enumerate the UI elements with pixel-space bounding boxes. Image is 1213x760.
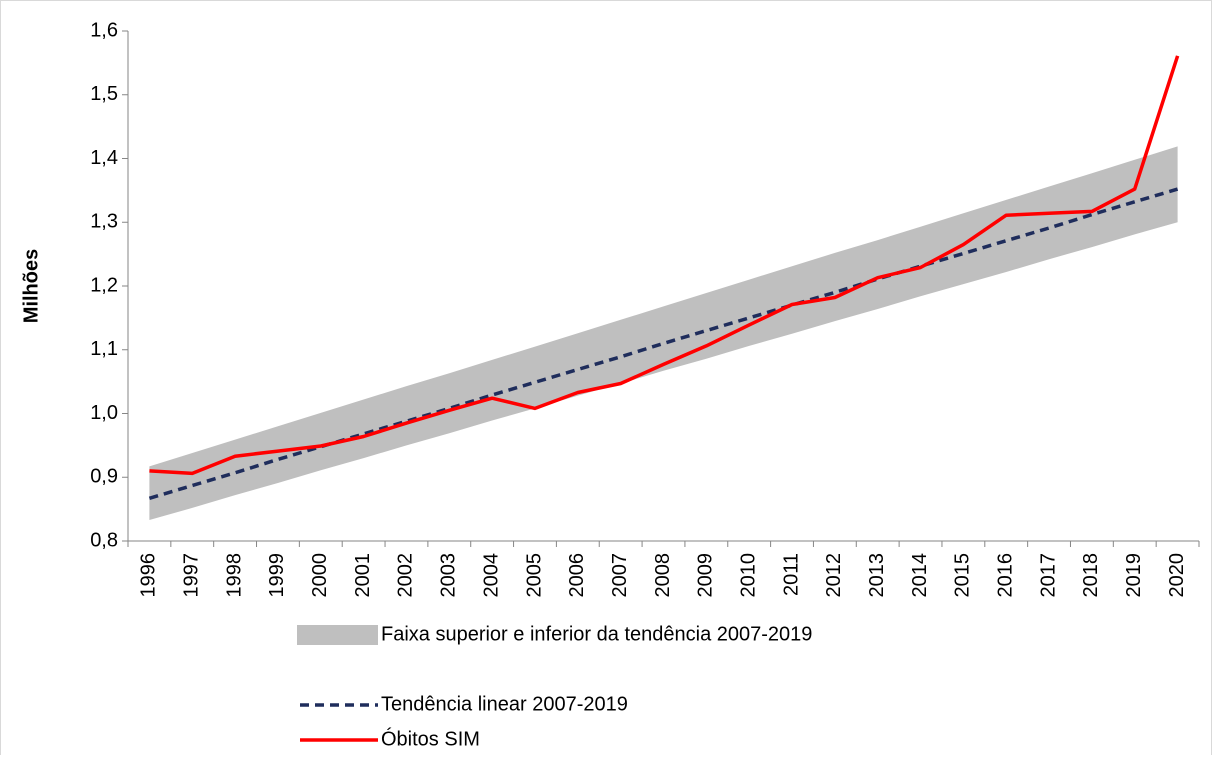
x-tick-label: 2019 [1123,553,1145,598]
y-tick-label: 1,0 [90,402,118,424]
x-tick-label: 2000 [309,553,331,598]
x-tick-label: 2009 [695,553,717,598]
legend-label: Óbitos SIM [381,727,480,750]
x-tick-label: 2016 [995,553,1017,598]
y-tick-label: 0,9 [90,466,118,488]
y-tick-label: 1,1 [90,338,118,360]
x-tick-label: 2006 [566,553,588,598]
x-tick-label: 2012 [823,553,845,598]
x-tick-label: 2014 [909,553,931,598]
x-tick-label: 1997 [181,553,203,598]
x-tick-label: 2017 [1037,553,1059,598]
y-tick-label: 1,5 [90,83,118,105]
data-line [149,55,1180,476]
x-tick-label: 2001 [352,553,374,598]
x-tick-label: 2002 [395,553,417,598]
y-axis-label: Milhões [20,249,42,323]
legend-swatch [297,625,378,645]
x-tick-label: 2007 [609,553,631,598]
y-tick-label: 1,3 [90,211,118,233]
x-tick-label: 2005 [523,553,545,598]
x-tick-label: 1999 [266,553,288,598]
y-tick-label: 0,8 [90,529,118,551]
x-tick-label: 2003 [438,553,460,598]
x-tick-label: 1998 [223,553,245,598]
y-tick-label: 1,6 [90,19,118,41]
x-tick-label: 2020 [1166,553,1188,598]
x-tick-label: 2004 [480,553,502,598]
legend-label: Faixa superior e inferior da tendência 2… [381,623,812,645]
y-tick-label: 1,4 [90,147,118,169]
x-tick-label: 2010 [737,553,759,598]
x-tick-label: 2018 [1080,553,1102,598]
x-tick-label: 2008 [652,553,674,598]
y-tick-label: 1,2 [90,274,118,296]
x-tick-label: 2015 [952,553,974,598]
legend-label: Tendência linear 2007-2019 [381,693,628,715]
x-tick-label: 2013 [866,553,888,598]
x-tick-label: 1996 [138,553,160,598]
x-tick-label: 2011 [780,553,802,596]
trend-band [149,146,1178,520]
